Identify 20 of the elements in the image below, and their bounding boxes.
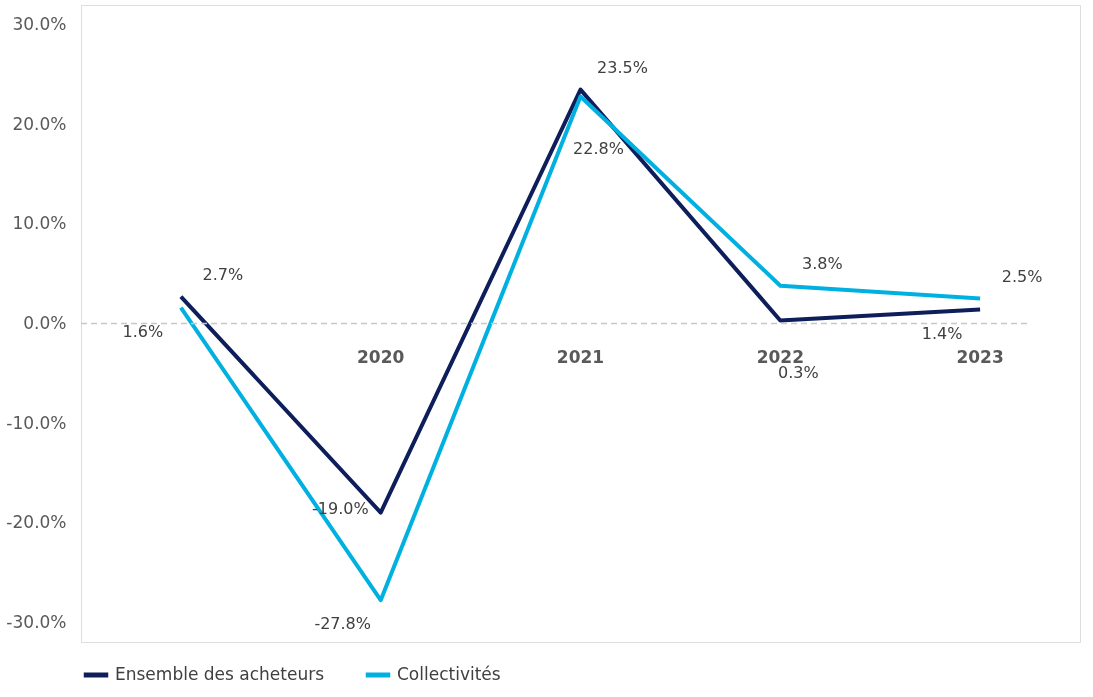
y-tick-label: 10.0% — [12, 213, 67, 234]
x-tick-label: 2020 — [357, 346, 405, 367]
data-label: 1.6% — [122, 321, 164, 341]
y-tick-label: -20.0% — [6, 512, 67, 533]
x-tick-label: 2023 — [956, 346, 1004, 367]
legend-label: Collectivités — [397, 664, 501, 684]
y-tick-label: -10.0% — [6, 412, 67, 433]
y-tick-label: 0.0% — [23, 313, 67, 333]
y-tick-label: -30.0% — [6, 611, 67, 632]
data-label: 1.4% — [921, 323, 963, 343]
data-label: 22.8% — [573, 138, 624, 158]
data-label: 23.5% — [597, 57, 648, 77]
y-tick-label: 20.0% — [12, 113, 67, 134]
data-label: 2.5% — [1001, 266, 1043, 286]
data-label: 2.7% — [202, 264, 244, 284]
legend-label: Ensemble des acheteurs — [115, 664, 325, 684]
data-label: 3.8% — [801, 253, 843, 273]
x-tick-label: 2021 — [556, 346, 605, 367]
y-tick-label: 30.0% — [12, 14, 67, 35]
data-label: -27.8% — [314, 614, 371, 634]
